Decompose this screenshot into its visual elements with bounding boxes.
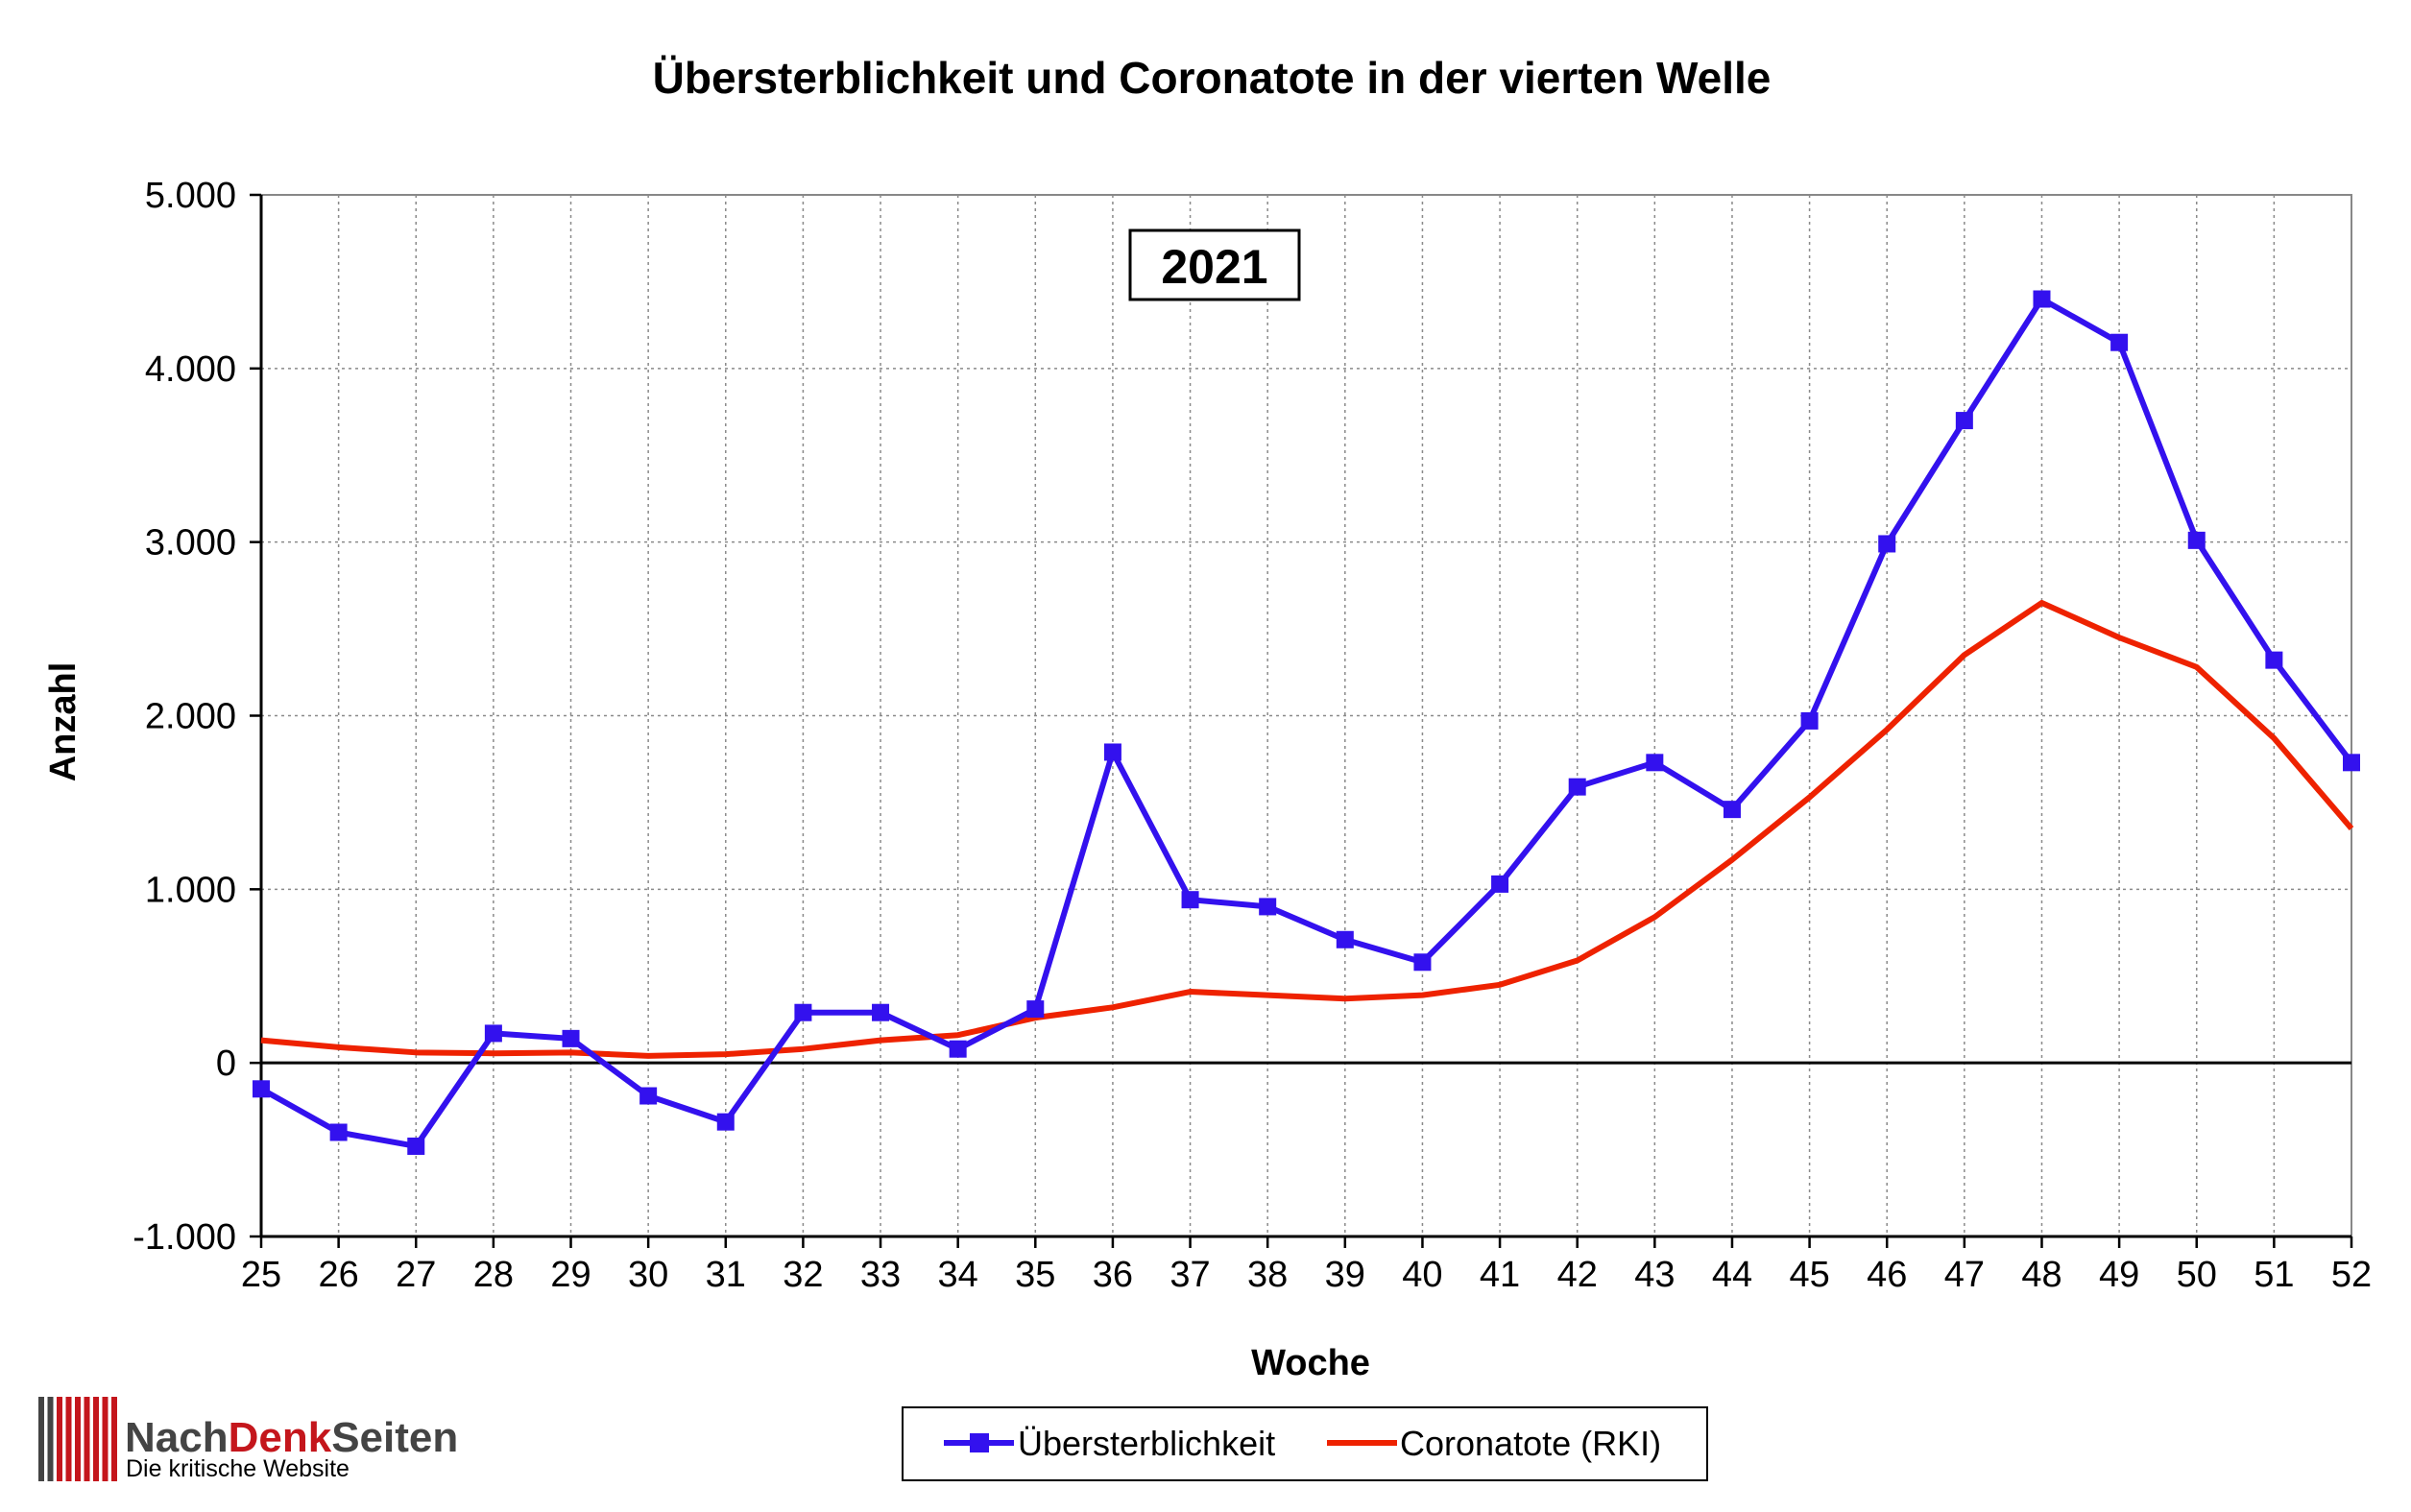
x-tick-labels: 25 26 27 28 29 30 31 32 33 34 35 36 37 38 39 40 41 42 43 44… [241, 1255, 2372, 1295]
x-tick-label: 39 [1325, 1255, 1365, 1295]
logo-bar [84, 1397, 90, 1481]
x-tick-label: 43 [1634, 1255, 1675, 1295]
data-point-uebersterblichkeit [794, 1003, 812, 1021]
x-tick-label: 41 [1480, 1255, 1520, 1295]
logo-bar [47, 1397, 54, 1481]
y-axis-label: Anzahl [43, 662, 84, 782]
x-tick-label: 30 [628, 1255, 668, 1295]
y-tick-label: 1.000 [145, 870, 236, 910]
x-tick-label: 48 [2021, 1255, 2061, 1295]
y-tick-label: 4.000 [145, 349, 236, 390]
x-tick-label: 28 [473, 1255, 514, 1295]
logo-bar [93, 1397, 99, 1481]
logo-bar [38, 1397, 44, 1481]
series-line-coronatote [260, 599, 2354, 1059]
logo-bars-icon [38, 1397, 117, 1481]
x-axis-label: Woche [1251, 1343, 1370, 1383]
data-point-uebersterblichkeit [639, 1087, 658, 1105]
logo-wordmark: NachDenkSeiten [125, 1414, 458, 1461]
y-tick-label: 5.000 [145, 176, 236, 216]
logo-bar [102, 1397, 108, 1481]
year-annotation: 2021 [1128, 228, 1301, 301]
data-point-uebersterblichkeit [2343, 754, 2360, 772]
y-tick-label: 0 [216, 1044, 236, 1084]
data-point-uebersterblichkeit [1800, 711, 1819, 730]
y-tick-label: 2.000 [145, 697, 236, 737]
logo-wordmark-part1: Nach [125, 1414, 229, 1461]
data-point-uebersterblichkeit [1491, 875, 1509, 893]
legend: Übersterblichkeit Coronatote (RKI) [902, 1406, 1708, 1481]
x-tick-label: 46 [1867, 1255, 1907, 1295]
x-tick-label: 32 [783, 1255, 823, 1295]
legend-item-coronatote: Coronatote (RKI) [1327, 1424, 1661, 1463]
x-tick-label: 52 [2331, 1255, 2372, 1295]
series-group [253, 290, 2360, 1155]
data-point-uebersterblichkeit [1181, 891, 1199, 909]
data-point-uebersterblichkeit [484, 1024, 502, 1043]
series-line-uebersterblichkeit [259, 296, 2354, 1149]
x-tick-label: 45 [1789, 1255, 1829, 1295]
y-tick-label: 3.000 [145, 523, 236, 564]
x-tick-label: 37 [1169, 1255, 1210, 1295]
legend-box [902, 1406, 1708, 1481]
data-point-uebersterblichkeit [2110, 333, 2129, 351]
data-point-uebersterblichkeit [716, 1113, 735, 1131]
logo-wordmark-part3: Seiten [331, 1414, 458, 1461]
x-tick-label: 34 [938, 1255, 978, 1295]
x-tick-label: 27 [396, 1255, 436, 1295]
data-point-uebersterblichkeit [1878, 535, 1896, 553]
legend-label: Übersterblichkeit [1018, 1424, 1275, 1463]
data-point-uebersterblichkeit [1026, 1000, 1045, 1019]
data-point-uebersterblichkeit [1568, 778, 1586, 796]
data-point-uebersterblichkeit [407, 1137, 425, 1155]
data-point-uebersterblichkeit [1646, 754, 1664, 772]
x-tick-label: 42 [1557, 1255, 1598, 1295]
year-annotation-text: 2021 [1161, 240, 1267, 294]
x-tick-label: 36 [1093, 1255, 1133, 1295]
x-tick-label: 29 [550, 1255, 591, 1295]
logo-bar [57, 1397, 62, 1481]
legend-item-uebersterblichkeit: Übersterblichkeit [944, 1424, 1275, 1463]
legend-swatch-marker [970, 1433, 989, 1452]
logo-bar [75, 1397, 81, 1481]
axes [250, 193, 2353, 1248]
x-tick-label: 51 [2254, 1255, 2294, 1295]
data-point-uebersterblichkeit [562, 1029, 580, 1047]
data-point-uebersterblichkeit [949, 1040, 967, 1058]
x-tick-label: 38 [1247, 1255, 1288, 1295]
x-tick-label: 25 [241, 1255, 281, 1295]
x-tick-label: 50 [2177, 1255, 2217, 1295]
data-point-uebersterblichkeit [1413, 953, 1432, 972]
x-tick-label: 47 [1944, 1255, 1985, 1295]
logo-wordmark-part2: Denk [229, 1414, 332, 1461]
data-point-uebersterblichkeit [2265, 651, 2283, 669]
data-point-uebersterblichkeit [329, 1123, 348, 1141]
logo-bar [65, 1397, 72, 1481]
x-tick-label: 26 [318, 1255, 358, 1295]
nachdenkseiten-logo: NachDenkSeiten Die kritische Website [38, 1397, 458, 1482]
x-tick-label: 35 [1015, 1255, 1055, 1295]
data-point-uebersterblichkeit [1723, 801, 1741, 819]
x-tick-label: 31 [706, 1255, 746, 1295]
chart-title: Übersterblichkeit und Coronatote in der … [653, 53, 1772, 103]
x-tick-label: 44 [1712, 1255, 1752, 1295]
year-annotation-box [1128, 228, 1301, 301]
x-tick-label: 40 [1402, 1255, 1442, 1295]
x-tick-label: 49 [2099, 1255, 2139, 1295]
data-point-uebersterblichkeit [253, 1080, 270, 1098]
data-point-uebersterblichkeit [1336, 930, 1354, 948]
y-tick-label: -1.000 [133, 1217, 236, 1258]
logo-tagline: Die kritische Website [126, 1455, 350, 1482]
data-point-uebersterblichkeit [1955, 412, 1973, 430]
data-point-uebersterblichkeit [2033, 290, 2051, 308]
data-point-uebersterblichkeit [1259, 898, 1277, 916]
data-point-uebersterblichkeit [872, 1003, 890, 1021]
logo-bar [111, 1397, 117, 1481]
legend-label: Coronatote (RKI) [1400, 1424, 1661, 1463]
y-tick-labels: -1.000 0 1.000 2.000 3.000 4.000 5.000 [133, 176, 236, 1258]
x-tick-label: 33 [860, 1255, 901, 1295]
data-point-uebersterblichkeit [2187, 531, 2206, 549]
data-point-uebersterblichkeit [1103, 743, 1121, 761]
